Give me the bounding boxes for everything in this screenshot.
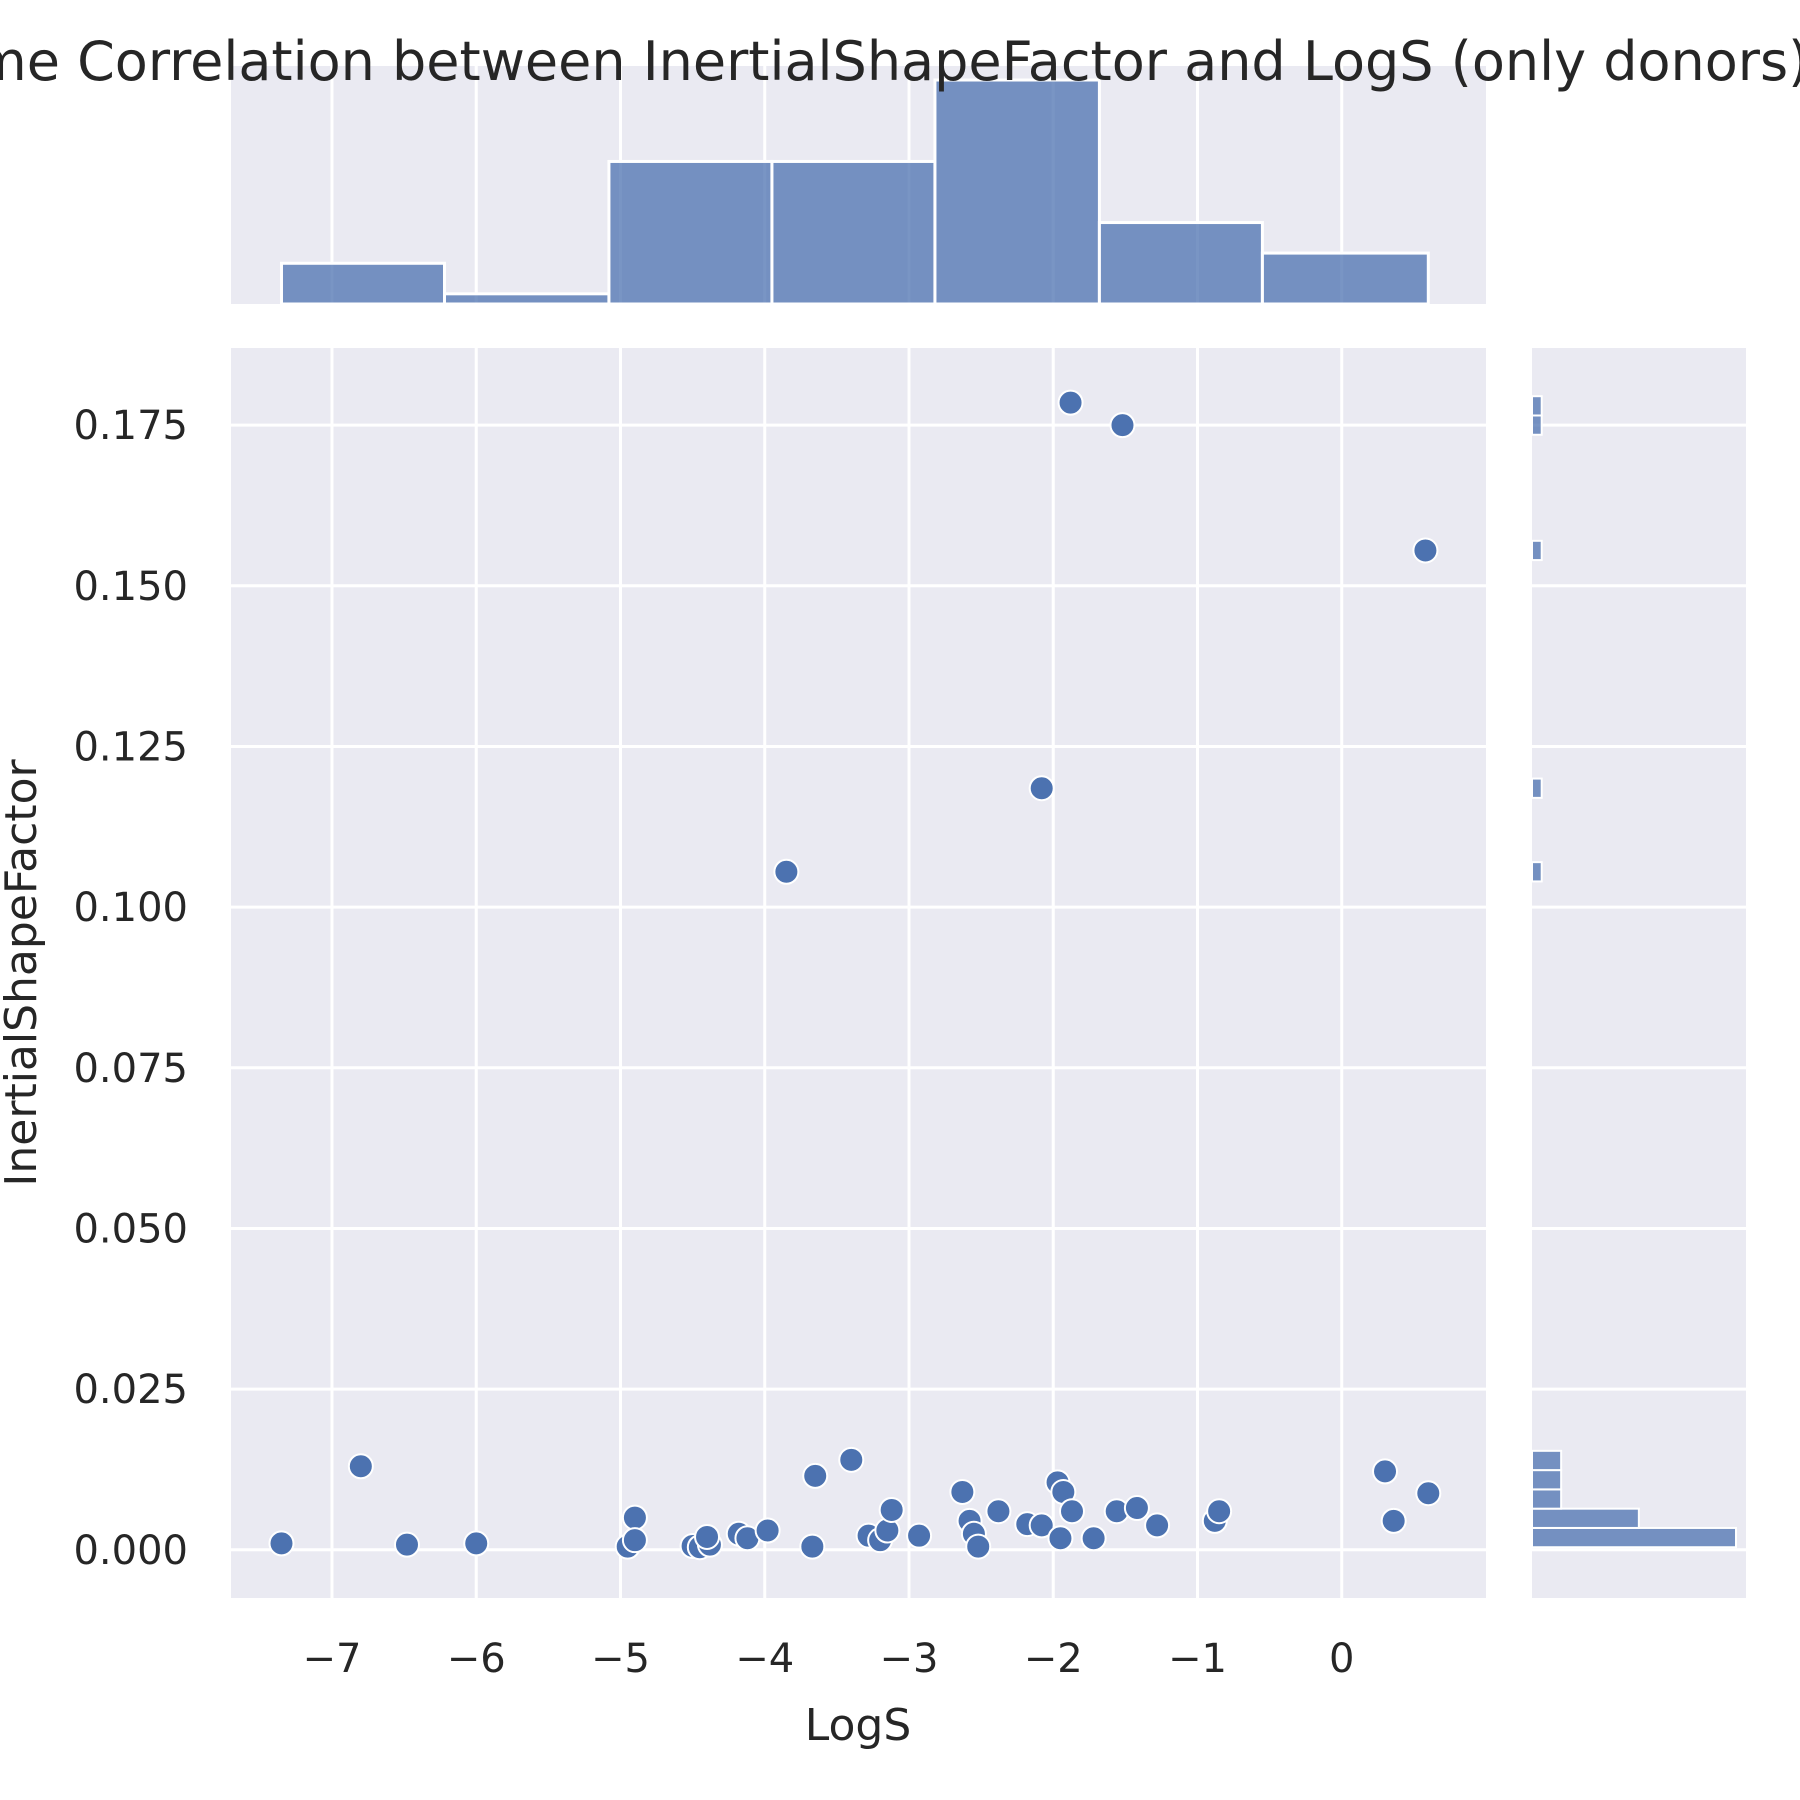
- right-histogram-panel-bg: [1532, 348, 1746, 1598]
- x-tick-label: 0: [1329, 1636, 1354, 1682]
- y-histogram-bar: [1531, 1507, 1640, 1529]
- scatter-point: [268, 1530, 295, 1557]
- x-tick-label: −3: [880, 1636, 939, 1682]
- x-tick-label: −7: [302, 1636, 361, 1682]
- scatter-point: [802, 1462, 829, 1489]
- x-histogram-bar: [442, 292, 611, 306]
- scatter-point: [1047, 1525, 1074, 1552]
- scatter-point: [1206, 1498, 1233, 1525]
- scatter-point: [949, 1478, 976, 1505]
- y-tick-label: 0.050: [73, 1206, 188, 1252]
- scatter-point: [347, 1453, 374, 1480]
- scatter-point: [1109, 412, 1136, 439]
- scatter-point: [773, 858, 800, 885]
- scatter-point: [694, 1523, 721, 1550]
- scatter-point: [906, 1522, 933, 1549]
- x-tick-label: −4: [735, 1636, 794, 1682]
- x-histogram-bar: [1260, 251, 1430, 306]
- scatter-points: [268, 389, 1442, 1561]
- x-tick-label: −6: [447, 1636, 506, 1682]
- scatter-point: [799, 1533, 826, 1560]
- y-tick-label: 0.125: [73, 724, 188, 770]
- x-tick-labels: −7 −6 −5 −4 −3 −2 −1 0: [302, 1636, 1354, 1682]
- y-histogram-bar: [1531, 861, 1543, 883]
- scatter-point: [621, 1504, 648, 1531]
- scatter-point: [985, 1498, 1012, 1525]
- y-tick-label: 0.100: [73, 885, 188, 931]
- scatter-point: [1372, 1458, 1399, 1485]
- y-tick-label: 0.025: [73, 1367, 188, 1413]
- x-histogram-bar: [770, 159, 937, 306]
- y-axis-label: InertialShapeFactor: [0, 759, 47, 1187]
- y-histogram-bar: [1531, 1469, 1563, 1491]
- scatter-point: [1058, 1498, 1085, 1525]
- scatter-point: [1412, 537, 1439, 564]
- scatter-point: [393, 1531, 420, 1558]
- scatter-point: [965, 1533, 992, 1560]
- scatter-point: [1144, 1512, 1171, 1539]
- scatter-panel-bg: [231, 348, 1486, 1598]
- y-tick-label: 0.000: [73, 1528, 188, 1574]
- y-tick-label: 0.175: [73, 403, 188, 449]
- y-histogram-bar: [1531, 1526, 1737, 1549]
- y-histogram-bar: [1531, 1488, 1563, 1510]
- x-histogram-bar: [933, 78, 1101, 306]
- scatter-point: [1415, 1480, 1442, 1507]
- x-tick-label: −1: [1168, 1636, 1227, 1682]
- scatter-point: [1028, 1512, 1055, 1539]
- scatter-point: [1057, 389, 1084, 416]
- x-histogram-bar: [1097, 221, 1264, 306]
- y-histogram-bar: [1531, 539, 1543, 562]
- x-tick-label: −5: [591, 1636, 650, 1682]
- chart-title: Some Correlation between InertialShapeFa…: [0, 30, 1800, 93]
- top-histogram: [279, 78, 1430, 306]
- x-histogram-bar: [279, 261, 446, 306]
- x-tick-label: −2: [1024, 1636, 1083, 1682]
- y-histogram-bar: [1531, 1449, 1563, 1472]
- y-tick-label: 0.150: [73, 564, 188, 610]
- scatter-point: [1080, 1525, 1107, 1552]
- scatter-point: [838, 1446, 865, 1473]
- right-histogram: [1531, 395, 1737, 1549]
- scatter-point: [878, 1496, 905, 1523]
- y-histogram-bar: [1531, 777, 1543, 799]
- scatter-point: [1380, 1507, 1407, 1534]
- x-axis-label: LogS: [805, 1700, 912, 1751]
- scatter-point: [754, 1517, 781, 1544]
- scatter-point: [1028, 775, 1055, 802]
- y-tick-label: 0.075: [73, 1046, 188, 1092]
- y-histogram-bar: [1531, 414, 1543, 436]
- scatter-point: [1123, 1495, 1150, 1522]
- y-tick-labels: 0.000 0.025 0.050 0.075 0.100 0.125 0.150 0.175: [73, 403, 188, 1574]
- y-histogram-bar: [1531, 395, 1543, 417]
- scatter-point: [621, 1527, 648, 1554]
- scatter-point: [463, 1530, 490, 1557]
- x-histogram-bar: [607, 159, 774, 306]
